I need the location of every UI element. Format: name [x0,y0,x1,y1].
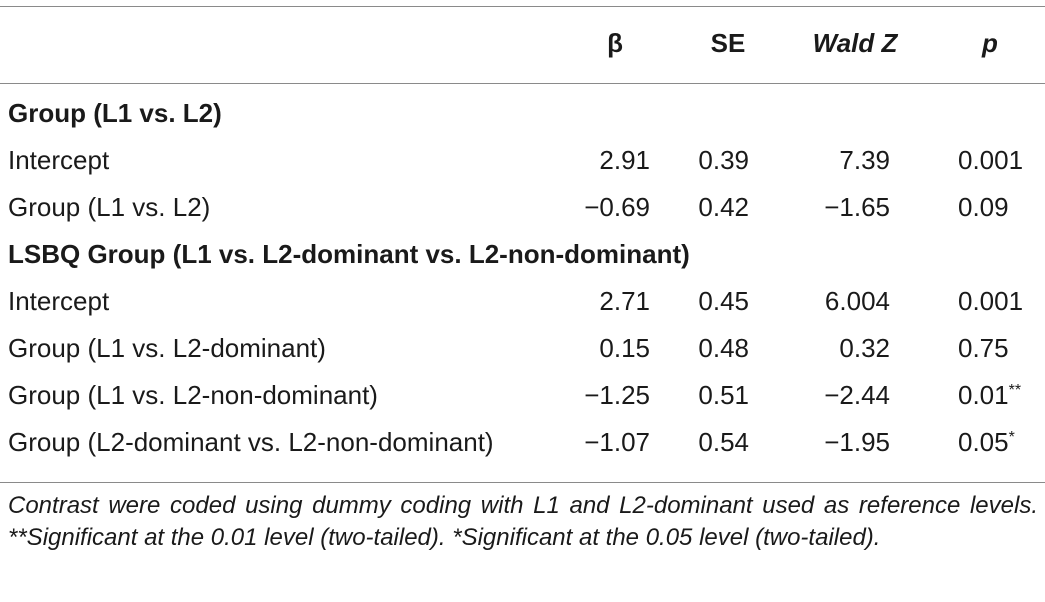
row-wald: −1.95 [824,427,890,457]
row-p-value: 0.75 [958,333,1009,363]
row-p: 0.001 [958,286,1023,316]
row-se: 0.39 [698,145,749,175]
row-p: 0.01** [958,380,1021,410]
row-beta: −0.69 [584,192,650,222]
row-p: 0.75 [958,333,1009,363]
table-top-rule [0,6,1045,7]
row-wald: −2.44 [824,380,890,410]
row-p: 0.05* [958,427,1015,457]
row-wald: −1.65 [824,192,890,222]
row-beta: 2.91 [599,145,650,175]
row-wald: 7.39 [839,145,890,175]
row-p-value: 0.01 [958,380,1009,410]
row-label: Group (L2-dominant vs. L2-non-dominant) [8,427,494,457]
row-p-value: 0.09 [958,192,1009,222]
row-p-sig: * [1008,429,1015,446]
header-beta: β [607,28,623,58]
row-p-sig: ** [1008,382,1022,399]
row-se: 0.51 [698,380,749,410]
row-se: 0.45 [698,286,749,316]
table-bottom-rule [0,482,1045,483]
row-label: Intercept [8,145,110,175]
row-beta: −1.07 [584,427,650,457]
header-wald-z: Wald Z [812,28,898,58]
section-title-lsbq-group: LSBQ Group (L1 vs. L2-dominant vs. L2-no… [8,239,690,269]
table-header-rule [0,83,1045,84]
row-p-value: 0.001 [958,145,1024,175]
row-p: 0.09 [958,192,1009,222]
row-beta: 0.15 [599,333,650,363]
row-p-value: 0.001 [958,286,1024,316]
row-p: 0.001 [958,145,1023,175]
row-se: 0.48 [698,333,749,363]
row-se: 0.42 [698,192,749,222]
row-label: Group (L1 vs. L2-non-dominant) [8,380,378,410]
row-beta: 2.71 [599,286,650,316]
section-title-group: Group (L1 vs. L2) [8,98,222,128]
table-footnote: Contrast were coded using dummy coding w… [8,492,1038,551]
row-wald: 6.004 [824,286,890,316]
row-label: Group (L1 vs. L2-dominant) [8,333,326,363]
row-label: Intercept [8,286,110,316]
row-beta: −1.25 [584,380,650,410]
row-label: Group (L1 vs. L2) [8,192,211,222]
row-wald: 0.32 [839,333,890,363]
row-se: 0.54 [698,427,749,457]
row-p-value: 0.05 [958,427,1009,457]
header-se: SE [710,28,746,58]
header-p: p [982,28,998,58]
